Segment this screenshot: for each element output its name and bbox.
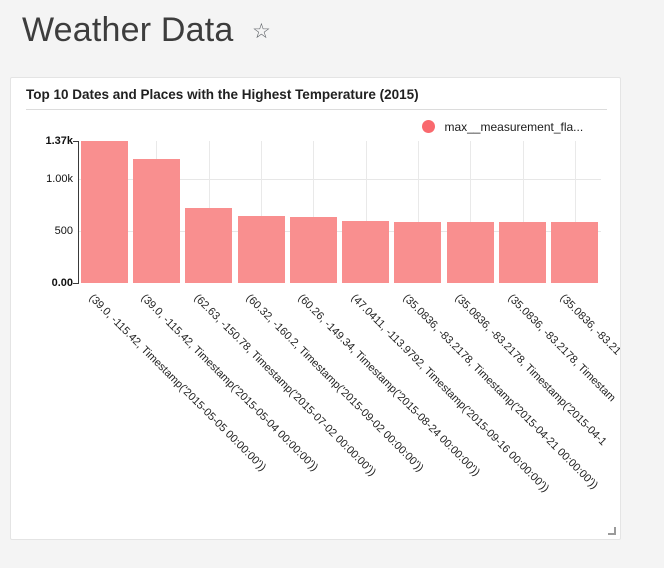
legend-label: max__measurement_fla...: [444, 119, 584, 134]
bar[interactable]: [237, 216, 285, 283]
x-gridline: [365, 141, 367, 283]
legend-swatch-icon: [422, 120, 435, 134]
y-tick-label: 500: [54, 225, 73, 238]
bar-chart-plot: 1.37k 1.00k 500 0.00 (39.0, -115.42, Timesta…: [11, 78, 620, 539]
bar[interactable]: [132, 158, 180, 283]
y-tick-label: 0.00: [51, 277, 73, 289]
y-gridline: [78, 179, 601, 181]
y-tick-label: 1.00k: [46, 173, 73, 186]
favorite-star-icon[interactable]: ☆: [252, 20, 271, 43]
x-tick-label: (62.63, -150.78, Timestamp('2015-07-02 0…: [191, 292, 378, 479]
bar[interactable]: [394, 221, 442, 283]
y-tick-mark: [73, 283, 78, 284]
x-tick-label: (39.0, -115.42, Timestamp('2015-05-04 00…: [138, 292, 321, 474]
bar[interactable]: [289, 217, 337, 283]
bar[interactable]: [185, 207, 233, 283]
x-tick-label: (35.0836, -83.2178, Timestam: [505, 292, 618, 405]
bar[interactable]: [499, 221, 547, 283]
legend-item[interactable]: max__measurement_fla...: [422, 118, 583, 134]
x-gridline: [417, 141, 419, 283]
page-title: Weather Data: [22, 11, 234, 49]
x-gridline: [574, 141, 576, 283]
x-tick-label: (39.0, -115.42, Timestamp('2015-05-05 00…: [86, 292, 269, 474]
x-gridline: [522, 141, 524, 283]
x-tick-label: (60.32, -160.2, Timestamp('2015-09-02 00…: [243, 292, 426, 475]
bar[interactable]: [80, 141, 128, 283]
x-gridline: [261, 141, 263, 283]
x-gridline: [470, 141, 472, 283]
x-gridline: [313, 141, 315, 283]
y-tick-mark: [73, 141, 78, 142]
chart-title: Top 10 Dates and Places with the Highest…: [26, 87, 419, 102]
resize-handle-icon[interactable]: [608, 527, 616, 535]
y-tick-label: 1.37k: [45, 135, 73, 147]
y-axis-line: [78, 141, 79, 284]
bar[interactable]: [551, 221, 599, 283]
bar[interactable]: [446, 221, 494, 283]
page-header: Weather Data ☆: [22, 11, 271, 57]
x-tick-label: (47.0411, -113.9792, Timestamp('2015-09-…: [348, 292, 551, 495]
chart-card: Top 10 Dates and Places with the Highest…: [10, 77, 621, 540]
y-gridline: [78, 231, 601, 233]
title-divider: [26, 109, 607, 110]
bar[interactable]: [342, 220, 390, 283]
x-tick-label: (35.0836, -83.2178, Timestamp('2015-04-2…: [400, 292, 600, 492]
x-tick-label: (60.26, -149.34, Timestamp('2015-08-24 0…: [295, 292, 483, 479]
